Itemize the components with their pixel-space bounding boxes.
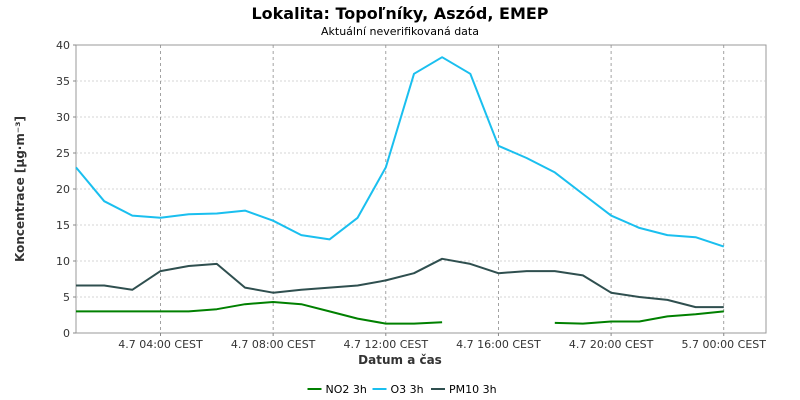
y-tick-label: 25 (56, 147, 70, 160)
y-tick-label: 40 (56, 39, 70, 52)
y-tick-label: 5 (63, 291, 70, 304)
x-axis-label: Datum a čas (358, 353, 442, 367)
y-axis-label: Koncentrace [µg·m⁻³] (13, 116, 27, 262)
x-tick-label: 4.7 16:00 CEST (456, 338, 541, 351)
chart-title: Lokalita: Topoľníky, Aszód, EMEP (251, 4, 548, 23)
legend-label-o3-3h: O3 3h (391, 383, 424, 396)
legend-label-no2-3h: NO2 3h (326, 383, 367, 396)
y-tick-label: 0 (63, 327, 70, 340)
y-tick-label: 35 (56, 75, 70, 88)
x-tick-label: 4.7 20:00 CEST (569, 338, 654, 351)
series-layer (75, 56, 725, 325)
y-tick-label: 10 (56, 255, 70, 268)
y-tick-label: 30 (56, 111, 70, 124)
legend: NO2 3h O3 3h PM10 3h (307, 383, 497, 396)
x-axis-ticks: 4.7 04:00 CEST 4.7 08:00 CEST 4.7 12:00 CE… (118, 333, 766, 351)
series-line-no2-3h (554, 310, 724, 325)
x-tick-label: 4.7 08:00 CEST (231, 338, 316, 351)
legend-label-pm10-3h: PM10 3h (449, 383, 497, 396)
series-line-o3-3h (75, 56, 725, 248)
series-line-no2-3h (76, 301, 443, 325)
y-tick-label: 20 (56, 183, 70, 196)
y-tick-label: 15 (56, 219, 70, 232)
chart-subtitle: Aktuální neverifikovaná data (321, 25, 479, 38)
series-line-pm10-3h (76, 257, 724, 309)
y-axis-ticks: 0 5 10 15 20 25 30 35 40 (56, 39, 76, 340)
x-tick-label: 5.7 00:00 CEST (681, 338, 766, 351)
x-tick-label: 4.7 12:00 CEST (344, 338, 429, 351)
plot-area (75, 44, 767, 334)
x-tick-label: 4.7 04:00 CEST (118, 338, 203, 351)
